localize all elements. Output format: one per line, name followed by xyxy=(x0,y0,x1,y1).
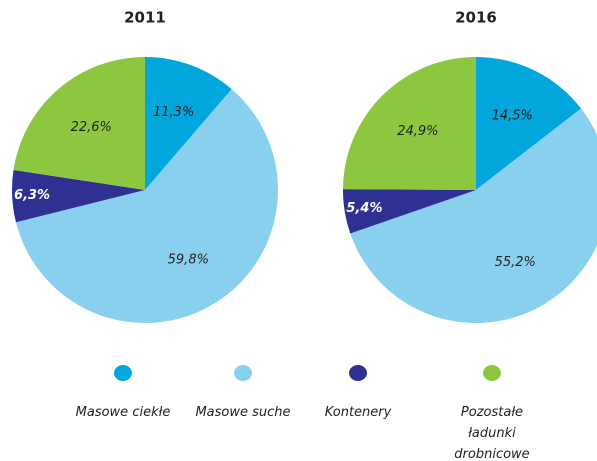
pie-slice xyxy=(145,57,232,190)
data-label: 5,4% xyxy=(346,201,382,216)
pie-slice xyxy=(343,189,476,234)
data-label: 22,6% xyxy=(71,120,112,135)
legend-marker xyxy=(349,365,367,381)
data-label: 59,8% xyxy=(168,253,209,268)
pie-slice xyxy=(476,57,582,190)
chart-title: 2016 xyxy=(455,9,497,27)
legend-label: Masowe suche xyxy=(195,405,291,420)
legend-marker xyxy=(114,365,132,381)
legend-label: Pozostałe ładunki drobnicowe xyxy=(454,405,530,461)
data-label: 11,3% xyxy=(153,105,194,120)
legend-marker xyxy=(483,365,501,381)
data-label: 6,3% xyxy=(14,188,50,203)
pie-slice xyxy=(343,57,476,190)
data-label: 24,9% xyxy=(397,124,438,139)
legend-label: Kontenery xyxy=(324,405,392,420)
pie-slice xyxy=(350,108,597,323)
chart-title: 2011 xyxy=(124,9,166,27)
legend-marker xyxy=(234,365,252,381)
legend-label: Masowe ciekłe xyxy=(75,405,171,420)
data-label: 14,5% xyxy=(492,108,533,123)
pie-slice xyxy=(11,170,145,223)
pie-slice xyxy=(15,89,278,323)
data-label: 55,2% xyxy=(495,255,536,270)
pie-slice xyxy=(13,57,145,190)
